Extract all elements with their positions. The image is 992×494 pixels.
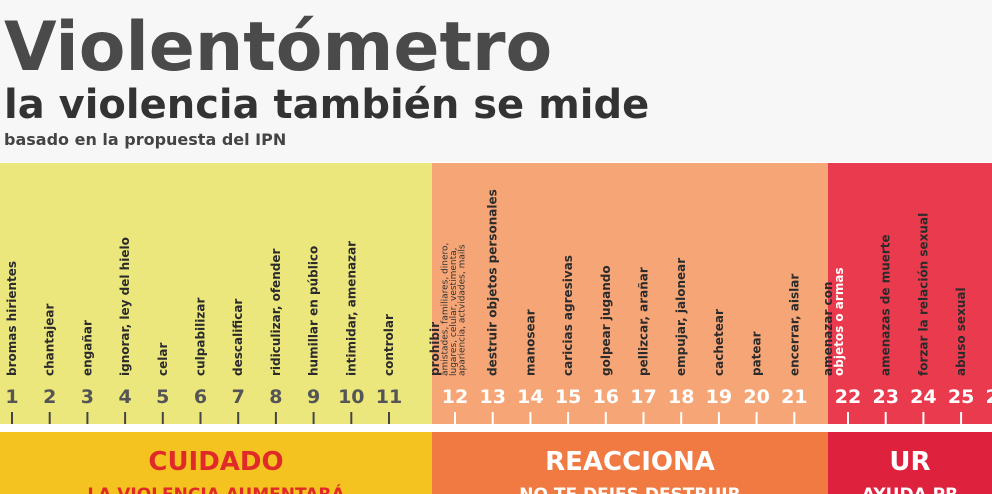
item-number: 9 (307, 386, 320, 408)
item-label: patear (750, 331, 764, 376)
item-detail: objetos o armas (832, 267, 846, 376)
item-label: culpabilizar (194, 298, 208, 376)
item-detail: lugares, celular, vestimenta, (449, 247, 459, 376)
item-number: 19 (706, 386, 732, 408)
item-number: 12 (442, 386, 468, 408)
item-label: controlar (382, 314, 396, 376)
item-label: amenazar con (821, 282, 835, 376)
item-label: empujar, jalonear (674, 258, 688, 376)
item-label: cachetear (712, 309, 726, 376)
item-label: golpear jugando (599, 265, 613, 376)
item-number: 15 (555, 386, 581, 408)
item-detail: apariencia, actvidades, mails (458, 244, 468, 376)
level-name: UR (889, 447, 930, 477)
level-footer (828, 432, 992, 494)
item-number: 7 (232, 386, 245, 408)
item-number: 17 (630, 386, 656, 408)
item-label: forzar la relación sexual (916, 213, 930, 376)
item-label: pellizcar, arañar (637, 267, 651, 376)
item-number: 18 (668, 386, 694, 408)
item-label: engañar (80, 320, 94, 376)
item-number: 4 (118, 386, 131, 408)
item-label: encerrar, aislar (787, 274, 801, 376)
item-number: 6 (194, 386, 207, 408)
item-number: 20 (743, 386, 769, 408)
item-label: bromas hirientes (5, 261, 19, 376)
scale-line (0, 424, 992, 429)
level-band (828, 163, 992, 429)
item-label: intimidar, amenazar (344, 241, 358, 376)
item-number: 25 (948, 386, 974, 408)
level-message: LA VIOLENCIA AUMENTARÁ (87, 483, 345, 494)
level-name: CUIDADO (148, 447, 283, 477)
level-message: NO TE DEJES DESTRUIR (519, 485, 740, 494)
bands: CUIDADO LA VIOLENCIA AUMENTARÁ 1 bromas hir… (0, 163, 992, 494)
item-number: 10 (338, 386, 364, 408)
item-label: descalificar (231, 299, 245, 376)
item-number: 24 (910, 386, 936, 408)
item-label: ridiculizar, ofender (269, 249, 283, 376)
item-label: chantajear (43, 304, 57, 376)
item-number: 8 (269, 386, 282, 408)
source: basado en la propuesta del IPN (4, 130, 286, 149)
item-number: 22 (835, 386, 861, 408)
level-footer (0, 432, 432, 494)
item-label: celar (156, 343, 170, 376)
item-number: 16 (593, 386, 619, 408)
item-label: abuso sexual (954, 287, 968, 376)
title: Violentómetro (4, 8, 552, 87)
level-message: AYUDA PR (862, 485, 958, 494)
item-number: 26 (986, 386, 992, 408)
level-name: REACCIONA (545, 447, 715, 477)
item-number: 21 (781, 386, 807, 408)
item-label: humillar en público (307, 246, 321, 376)
item-label: destruir objetos personales (486, 189, 500, 376)
item-detail: amistades, familiares, dinero, (441, 243, 451, 376)
item-number: 14 (517, 386, 543, 408)
item-number: 13 (479, 386, 505, 408)
item-label: manosear (523, 309, 537, 376)
item-number: 11 (376, 386, 402, 408)
item-label: ignorar, ley del hielo (118, 237, 132, 376)
subtitle: la violencia también se mide (4, 82, 649, 128)
item-number: 23 (872, 386, 898, 408)
item-label: amenazas de muerte (879, 234, 893, 376)
item-number: 2 (43, 386, 56, 408)
header-bg (0, 0, 992, 162)
level-band (432, 163, 828, 429)
item-number: 5 (156, 386, 169, 408)
level-footer (432, 432, 828, 494)
item-label: prohibir (428, 322, 442, 376)
item-number: 3 (81, 386, 94, 408)
item-number: 1 (5, 386, 18, 408)
level-band (0, 163, 432, 429)
item-label: caricias agresivas (561, 255, 575, 376)
